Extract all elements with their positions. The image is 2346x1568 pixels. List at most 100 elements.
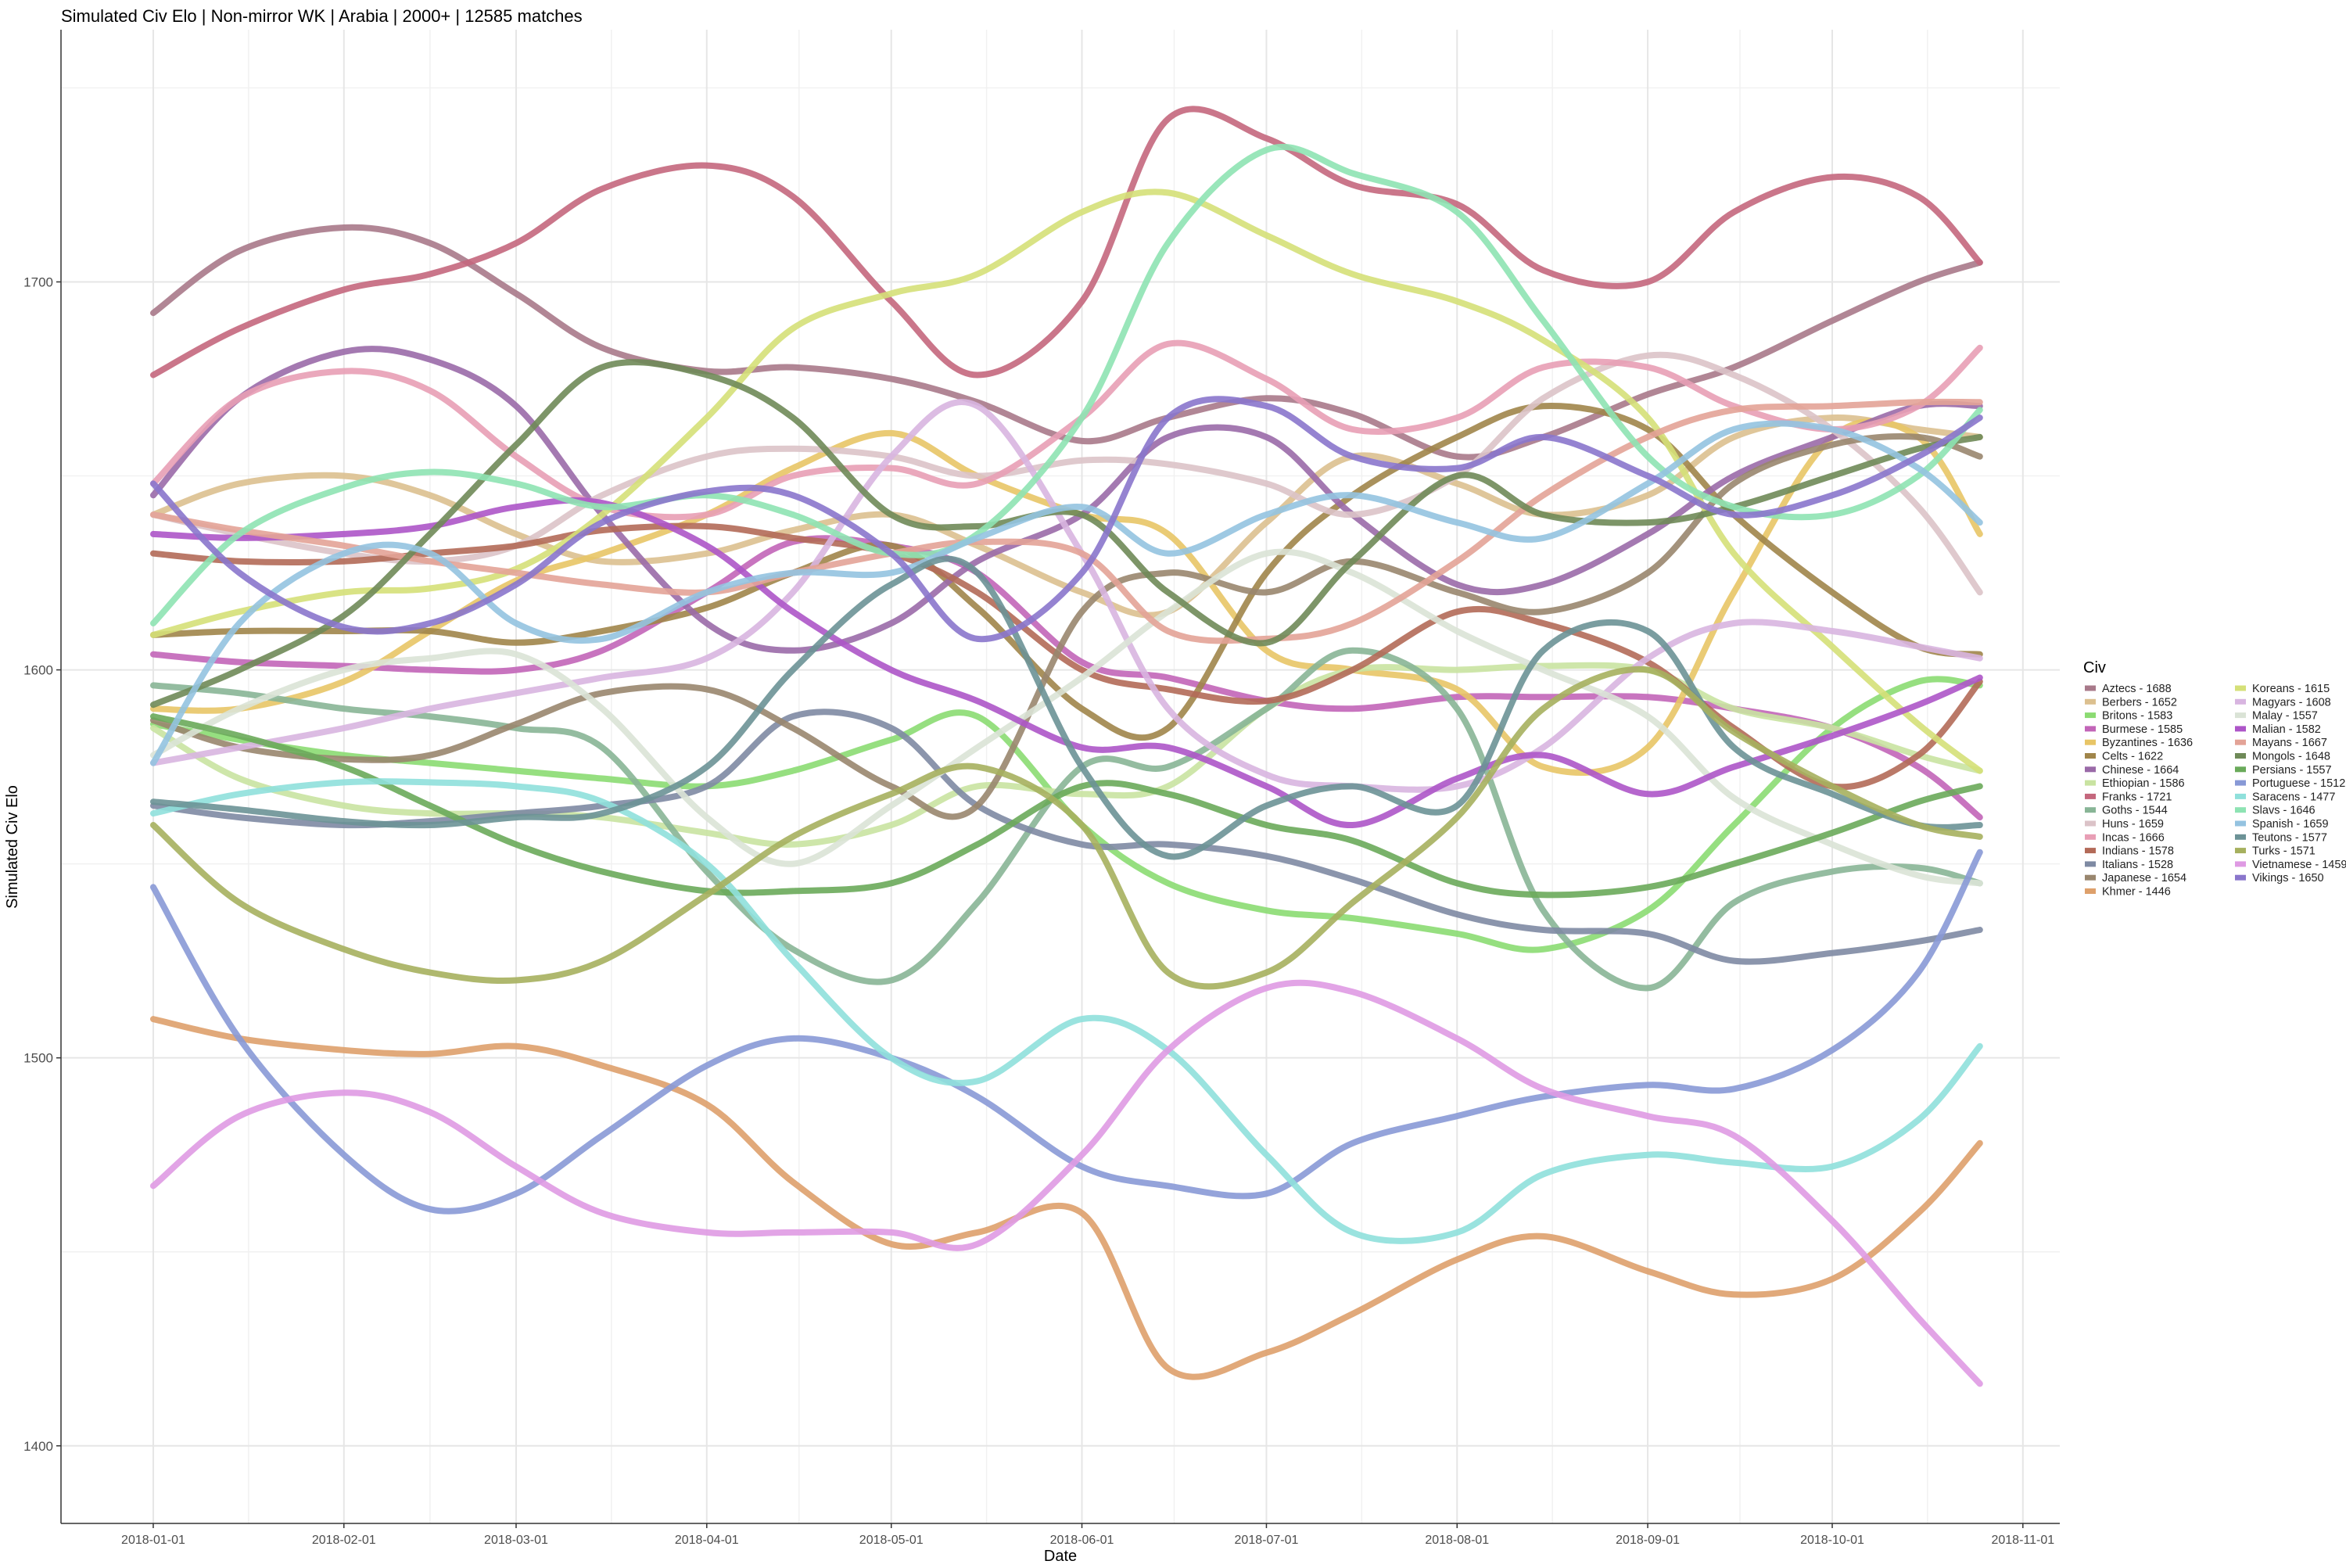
legend-label: Vietnamese - 1459 [2252, 859, 2346, 871]
legend-label: Persians - 1557 [2252, 764, 2332, 777]
y-tick-label: 1700 [23, 274, 53, 289]
y-tick-label: 1600 [23, 663, 53, 678]
legend-item-huns: Huns - 1659 [2085, 818, 2164, 831]
legend-item-aztecs: Aztecs - 1688 [2085, 683, 2172, 695]
legend-label: Slavs - 1646 [2252, 805, 2316, 817]
legend-item-incas: Incas - 1666 [2085, 831, 2165, 844]
legend-label: Berbers - 1652 [2102, 696, 2177, 709]
legend-item-vietnamese: Vietnamese - 1459 [2235, 859, 2346, 871]
legend-item-mongols: Mongols - 1648 [2235, 751, 2330, 763]
legend-item-britons: Britons - 1583 [2085, 710, 2172, 723]
legend-label: Mayans - 1667 [2252, 737, 2327, 749]
legend-item-magyars: Magyars - 1608 [2235, 696, 2331, 709]
legend-item-slavs: Slavs - 1646 [2235, 805, 2316, 817]
x-tick-label: 2018-11-01 [1991, 1534, 2054, 1547]
series-line-celts [150, 403, 1983, 741]
x-tick-label: 2018-07-01 [1235, 1534, 1299, 1547]
x-tick-label: 2018-02-01 [312, 1534, 376, 1547]
legend-label: Incas - 1666 [2102, 831, 2165, 844]
x-tick-label: 2018-09-01 [1616, 1534, 1680, 1547]
legend-label: Malian - 1582 [2252, 723, 2321, 736]
series-line-portuguese [150, 849, 1983, 1215]
legend-item-malian: Malian - 1582 [2235, 723, 2321, 736]
legend-item-khmer: Khmer - 1446 [2085, 886, 2171, 899]
legend-label: Khmer - 1446 [2102, 886, 2171, 899]
series-line-franks [150, 106, 1983, 379]
legend-label: Byzantines - 1636 [2102, 737, 2193, 749]
legend-item-ethiopian: Ethiopian - 1586 [2085, 777, 2185, 790]
legend-item-italians: Italians - 1528 [2085, 859, 2173, 871]
series-line-byzantines [150, 418, 1983, 776]
legend-label: Turks - 1571 [2252, 845, 2316, 858]
legend-label: Spanish - 1659 [2252, 818, 2329, 831]
legend-label: Huns - 1659 [2102, 818, 2164, 831]
legend-label: Celts - 1622 [2102, 751, 2163, 763]
legend-label: Burmese - 1585 [2102, 723, 2183, 736]
legend-item-vikings: Vikings - 1650 [2235, 872, 2324, 884]
legend-item-franks: Franks - 1721 [2085, 791, 2172, 803]
legend-item-chinese: Chinese - 1664 [2085, 764, 2179, 777]
series-line-spanish [150, 420, 1983, 766]
legend-item-byzantines: Byzantines - 1636 [2085, 737, 2193, 749]
legend-label: Goths - 1544 [2102, 805, 2168, 817]
x-tick-label: 2018-06-01 [1050, 1534, 1114, 1547]
series-line-huns [150, 351, 1983, 596]
series-line-saracens [150, 778, 1983, 1244]
x-tick-label: 2018-10-01 [1800, 1534, 1864, 1547]
legend-item-portuguese: Portuguese - 1512 [2235, 777, 2345, 790]
y-axis-label: Simulated Civ Elo [4, 785, 21, 909]
legend-label: Aztecs - 1688 [2102, 683, 2172, 695]
x-tick-label: 2018-03-01 [484, 1534, 548, 1547]
series-line-mongols [150, 359, 1983, 709]
legend-item-goths: Goths - 1544 [2085, 805, 2168, 817]
legend-label: Britons - 1583 [2102, 710, 2172, 723]
legend-label: Teutons - 1577 [2252, 831, 2327, 844]
series-line-vikings [150, 396, 1983, 643]
legend-label: Franks - 1721 [2102, 791, 2172, 803]
legend-item-teutons: Teutons - 1577 [2235, 831, 2327, 844]
legend-label: Italians - 1528 [2102, 859, 2173, 871]
series-line-malay [150, 548, 1983, 887]
legend-item-japanese: Japanese - 1654 [2085, 872, 2186, 884]
y-tick-label: 1400 [23, 1439, 53, 1454]
legend-item-mayans: Mayans - 1667 [2235, 737, 2327, 749]
legend-label: Portuguese - 1512 [2252, 777, 2345, 790]
legend-title: Civ [2083, 659, 2106, 676]
series-line-khmer [150, 1016, 1983, 1380]
legend-label: Mongols - 1648 [2252, 751, 2330, 763]
legend-item-indians: Indians - 1578 [2085, 845, 2174, 858]
series-line-turks [150, 666, 1983, 990]
x-tick-label: 2018-01-01 [121, 1534, 185, 1547]
legend-item-turks: Turks - 1571 [2235, 845, 2316, 858]
legend-item-koreans: Koreans - 1615 [2235, 683, 2330, 695]
x-tick-label: 2018-05-01 [859, 1534, 924, 1547]
legend-label: Japanese - 1654 [2102, 872, 2186, 884]
legend-label: Vikings - 1650 [2252, 872, 2324, 884]
legend-item-spanish: Spanish - 1659 [2235, 818, 2329, 831]
legend-item-saracens: Saracens - 1477 [2235, 791, 2335, 803]
legend-label: Ethiopian - 1586 [2102, 777, 2185, 790]
x-tick-label: 2018-04-01 [675, 1534, 739, 1547]
series-line-malian [150, 497, 1983, 829]
legend-item-celts: Celts - 1622 [2085, 751, 2163, 763]
x-axis-label: Date [1044, 1548, 1077, 1564]
legend-item-berbers: Berbers - 1652 [2085, 696, 2177, 709]
legend-label: Indians - 1578 [2102, 845, 2174, 858]
x-tick-label: 2018-08-01 [1425, 1534, 1489, 1547]
legend-label: Malay - 1557 [2252, 710, 2318, 723]
series-line-aztecs [150, 224, 1983, 461]
chart-title: Simulated Civ Elo | Non-mirror WK | Arab… [61, 6, 583, 26]
y-tick-label: 1500 [23, 1051, 53, 1066]
series-line-japanese [150, 433, 1983, 820]
series-lines [150, 106, 1983, 1387]
legend-label: Chinese - 1664 [2102, 764, 2179, 777]
series-line-italians [150, 709, 1983, 965]
legend-label: Koreans - 1615 [2252, 683, 2330, 695]
series-line-slavs [150, 143, 1983, 626]
series-line-vietnamese [150, 979, 1983, 1387]
legend-item-burmese: Burmese - 1585 [2085, 723, 2183, 736]
series-line-goths [150, 647, 1983, 992]
legend-item-malay: Malay - 1557 [2235, 710, 2318, 723]
